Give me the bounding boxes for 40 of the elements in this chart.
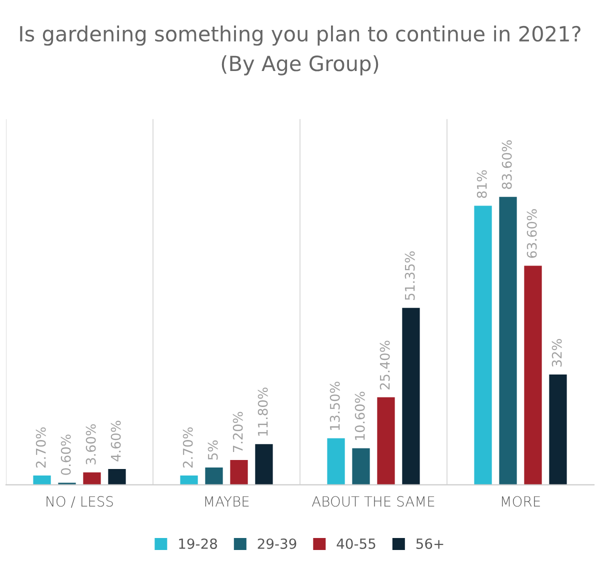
bar — [205, 468, 223, 485]
bar — [33, 475, 51, 485]
bar — [549, 374, 567, 485]
bar — [524, 266, 542, 485]
data-label: 81% — [476, 170, 487, 198]
bar — [108, 468, 126, 485]
bar — [327, 438, 345, 485]
bar — [180, 475, 198, 485]
bar — [83, 472, 101, 485]
legend-label: 19-28 — [179, 538, 217, 549]
x-tick-label: MORE — [502, 496, 540, 507]
data-label: 2.70% — [182, 427, 193, 468]
data-label: 25.40% — [380, 340, 390, 390]
data-label: 83.60% — [502, 140, 512, 189]
data-label: 2.70% — [36, 427, 46, 468]
data-label: 3.60% — [86, 424, 96, 464]
legend-label: 56+ — [416, 538, 444, 549]
data-label: 7.20% — [232, 412, 243, 452]
data-label: 4.60% — [110, 420, 121, 462]
legend-label: 40-55 — [336, 538, 376, 549]
x-tick-label: MAYBE — [205, 496, 249, 506]
bar — [377, 397, 395, 485]
legend-label: 29-39 — [258, 538, 296, 549]
data-label: 11.80% — [258, 388, 268, 436]
bar — [352, 448, 370, 485]
data-label: 13.50% — [330, 382, 340, 430]
data-label: 63.60% — [526, 209, 537, 258]
chart-title: Is gardening something you plan to continue in 2021? (By Age Group) — [20, 26, 580, 76]
data-label: 32% — [552, 339, 562, 367]
x-tick-label: ABOUT THE SAME — [312, 496, 434, 507]
bar — [255, 444, 273, 485]
x-tick-label: NO / LESS — [46, 496, 113, 508]
data-label: 10.60% — [354, 392, 365, 440]
bar — [230, 460, 248, 485]
data-label: 0.60% — [60, 434, 71, 475]
bar — [402, 308, 420, 485]
bar — [474, 206, 492, 485]
data-label: 5% — [208, 440, 218, 460]
data-label: 51.35% — [404, 251, 415, 300]
bar — [499, 196, 517, 485]
